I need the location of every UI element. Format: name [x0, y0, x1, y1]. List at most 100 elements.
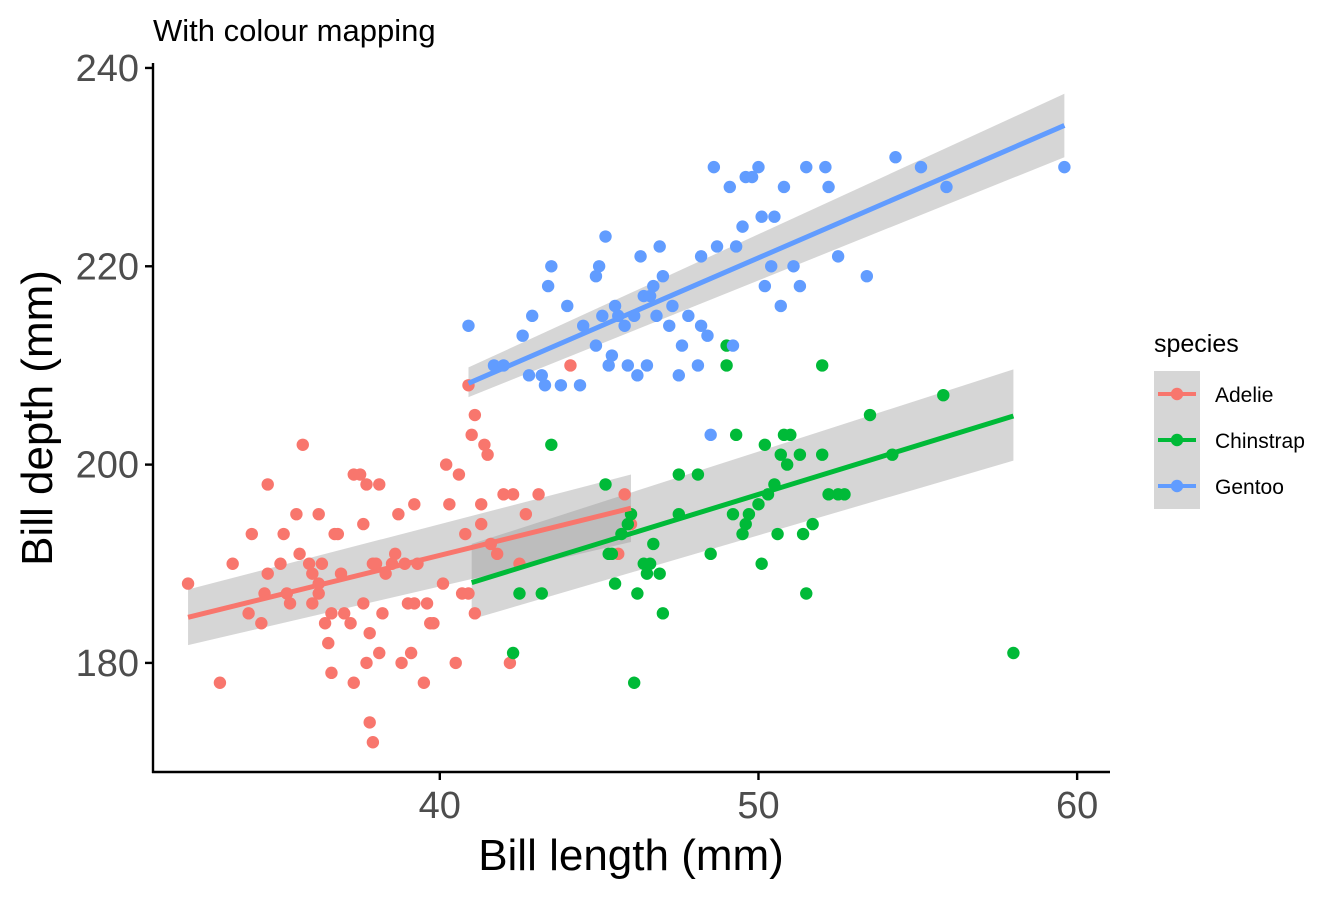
adelie-point — [344, 617, 357, 630]
legend-label: Gentoo — [1215, 476, 1284, 499]
y-tick-label: 220 — [76, 246, 139, 288]
chinstrap-point — [771, 527, 784, 541]
adelie-point — [468, 408, 482, 422]
gentoo-point — [704, 428, 717, 442]
gentoo-point — [694, 250, 708, 263]
adelie-point — [255, 617, 268, 630]
chinstrap-point — [513, 587, 526, 600]
gentoo-point — [710, 240, 724, 253]
gentoo-point — [621, 359, 635, 372]
chinstrap-point — [755, 557, 768, 570]
gentoo-point — [914, 160, 928, 174]
chinstrap-point — [806, 517, 819, 531]
gentoo-point — [634, 250, 647, 263]
adelie-point — [315, 557, 329, 570]
chinstrap-point — [656, 607, 670, 620]
gentoo-point — [554, 379, 568, 392]
adelie-point — [181, 577, 195, 590]
chinstrap-point — [1007, 646, 1020, 660]
chinstrap-point — [752, 498, 765, 511]
gentoo-point — [656, 269, 670, 283]
adelie-point — [322, 636, 335, 650]
adelie-trend-line — [187, 505, 632, 620]
legend-label: Chinstrap — [1215, 430, 1305, 453]
gentoo-point — [653, 240, 666, 253]
chinstrap-point — [793, 448, 807, 461]
chinstrap-point — [720, 359, 733, 372]
gentoo-point — [647, 279, 660, 293]
adelie-point — [261, 478, 274, 491]
adelie-point — [296, 438, 309, 451]
adelie-point — [490, 547, 504, 561]
adelie-point — [347, 676, 360, 689]
gentoo-point — [822, 180, 835, 194]
adelie-point — [245, 527, 258, 541]
chinstrap-point — [742, 507, 756, 521]
adelie-point — [312, 587, 325, 600]
adelie-point — [532, 488, 545, 501]
legend-key-point — [1170, 387, 1184, 401]
chinstrap-point — [729, 428, 743, 442]
gentoo-point — [462, 319, 475, 332]
adelie-point — [439, 458, 453, 471]
chinstrap-point — [816, 448, 829, 461]
gentoo-point — [755, 210, 768, 223]
adelie-point — [475, 517, 488, 531]
gentoo-point — [602, 359, 615, 372]
gentoo-point — [889, 151, 902, 164]
adelie-point — [388, 547, 402, 561]
chinstrap-trend-line — [470, 413, 1015, 585]
chinstrap-point — [838, 488, 851, 501]
legend-item-gentoo: Gentoo — [1154, 463, 1284, 509]
adelie-point — [353, 468, 367, 481]
chinstrap-point — [653, 567, 666, 580]
adelie-point — [564, 359, 577, 372]
chinstrap-point — [647, 537, 660, 551]
y-axis-label: Bill depth (mm) — [13, 270, 62, 566]
chinstrap-point — [672, 468, 685, 481]
adelie-point — [312, 507, 325, 521]
gentoo-point — [526, 309, 539, 323]
chinstrap-point — [506, 646, 520, 660]
adelie-point — [420, 597, 434, 610]
gentoo-point — [631, 369, 644, 382]
gentoo-point — [752, 160, 765, 174]
adelie-point — [452, 468, 466, 481]
gentoo-point — [663, 319, 676, 332]
adelie-point — [369, 557, 383, 570]
adelie-point — [462, 587, 475, 600]
adelie-point — [360, 656, 373, 670]
chinstrap-point — [758, 438, 772, 451]
gentoo-point — [819, 160, 832, 174]
gentoo-point — [640, 359, 654, 372]
adelie-confidence-band — [188, 474, 631, 646]
gentoo-point — [643, 289, 657, 303]
gentoo-point — [589, 269, 603, 283]
adelie-point — [360, 478, 373, 491]
legend-item-adelie: Adelie — [1154, 371, 1273, 417]
adelie-point — [213, 676, 227, 689]
adelie-point — [506, 488, 520, 501]
gentoo-point — [573, 379, 587, 392]
adelie-point — [408, 597, 421, 610]
chinstrap-point — [691, 468, 705, 481]
chinstrap-point — [545, 438, 558, 451]
adelie-point — [459, 527, 472, 541]
adelie-point — [475, 498, 488, 511]
gentoo-point — [516, 329, 529, 342]
gentoo-point — [726, 339, 740, 352]
gentoo-point — [650, 309, 663, 323]
chart-title: With colour mapping — [153, 13, 436, 48]
chinstrap-point — [535, 587, 548, 600]
chinstrap-point — [822, 488, 835, 501]
gentoo-point — [774, 299, 787, 313]
gentoo-point — [777, 180, 791, 194]
gentoo-point — [618, 319, 631, 332]
adelie-point — [478, 438, 491, 451]
adelie-point — [318, 617, 332, 630]
chinstrap-point — [863, 408, 877, 422]
trend-lines — [187, 123, 1066, 620]
chinstrap-point — [726, 507, 740, 521]
gentoo-point — [694, 319, 708, 332]
legend-key-point — [1170, 433, 1184, 447]
